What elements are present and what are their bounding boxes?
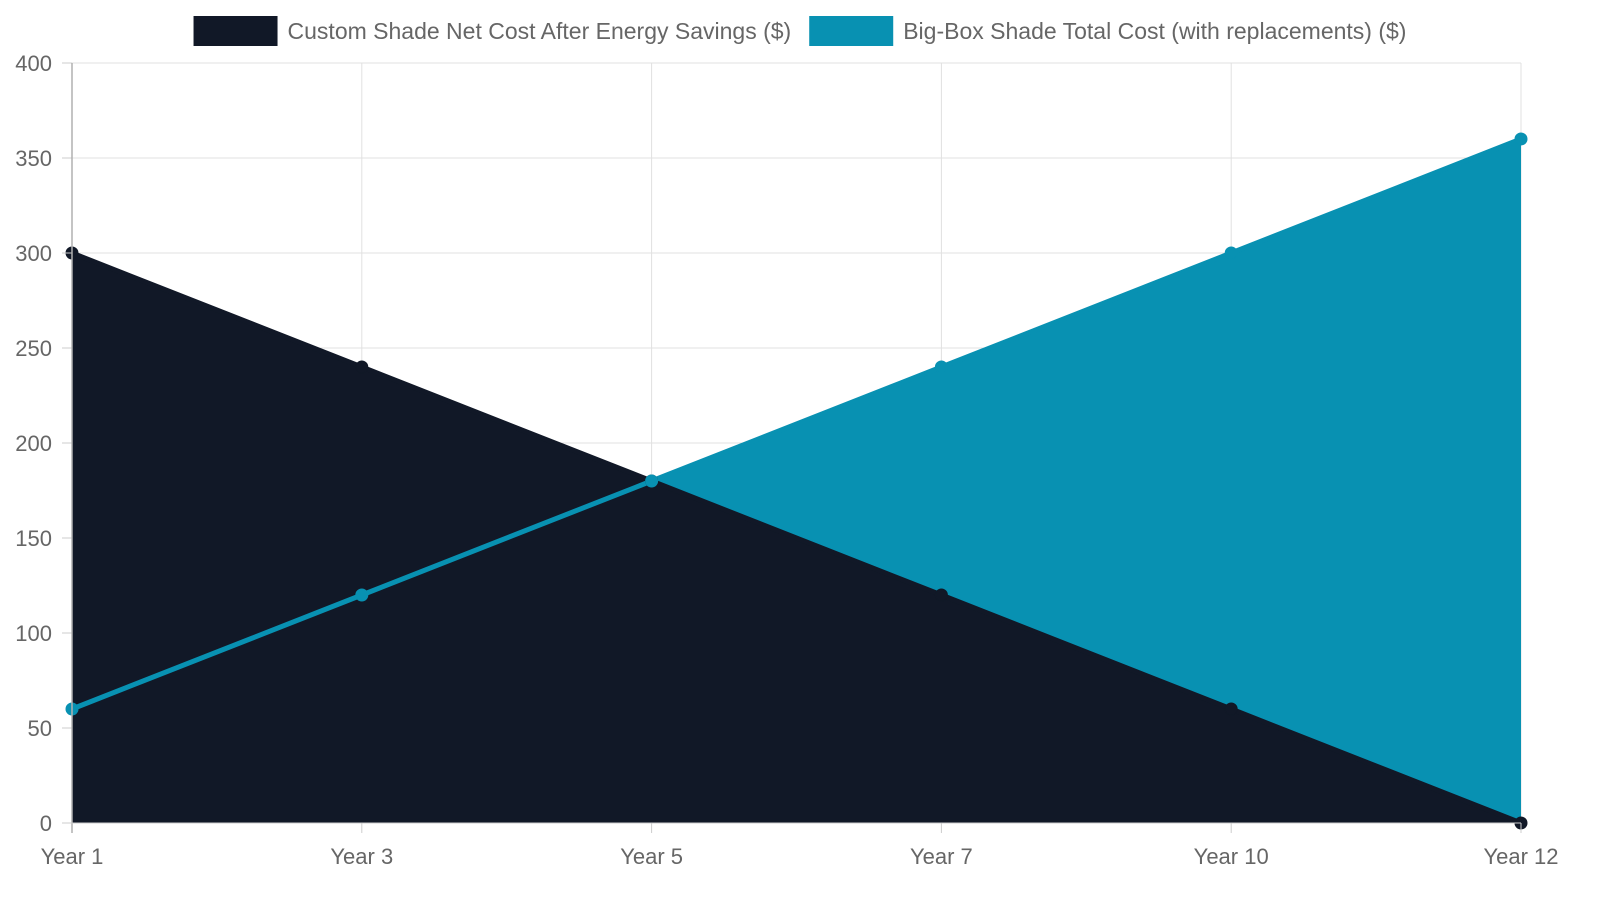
legend-label: Big-Box Shade Total Cost (with replaceme… bbox=[903, 18, 1406, 44]
y-tick-label: 350 bbox=[15, 146, 52, 171]
x-tick-label: Year 7 bbox=[910, 844, 973, 869]
x-tick-label: Year 12 bbox=[1483, 844, 1558, 869]
legend: Custom Shade Net Cost After Energy Savin… bbox=[193, 16, 1406, 46]
series-line-1 bbox=[71, 250, 1522, 826]
data-point bbox=[645, 474, 659, 488]
x-tick-label: Year 1 bbox=[41, 844, 104, 869]
x-tick-label: Year 10 bbox=[1194, 844, 1269, 869]
series-line-2 bbox=[71, 136, 1522, 712]
legend-swatch-1 bbox=[193, 16, 278, 46]
data-point bbox=[934, 588, 948, 602]
data-point bbox=[934, 360, 948, 374]
series-lines bbox=[71, 136, 1522, 826]
y-tick-label: 0 bbox=[40, 811, 52, 836]
data-point bbox=[1514, 132, 1528, 146]
data-point bbox=[355, 360, 369, 374]
data-point bbox=[1224, 246, 1238, 260]
data-point bbox=[1224, 702, 1238, 716]
x-tick-label: Year 5 bbox=[620, 844, 683, 869]
legend-label: Custom Shade Net Cost After Energy Savin… bbox=[288, 18, 792, 44]
data-point bbox=[355, 588, 369, 602]
y-tick-label: 300 bbox=[15, 241, 52, 266]
y-tick-label: 250 bbox=[15, 336, 52, 361]
series-areas bbox=[72, 139, 1521, 823]
axes: 0 50 100 150 200 250 300 350 400 Year 1 Year 3 Year… bbox=[15, 51, 1558, 869]
x-tick-label: Year 3 bbox=[330, 844, 393, 869]
y-tick-label: 200 bbox=[15, 431, 52, 456]
y-tick-label: 50 bbox=[28, 716, 52, 741]
y-tick-label: 100 bbox=[15, 621, 52, 646]
y-tick-label: 150 bbox=[15, 526, 52, 551]
legend-swatch-2 bbox=[809, 16, 894, 46]
y-tick-label: 400 bbox=[15, 51, 52, 76]
